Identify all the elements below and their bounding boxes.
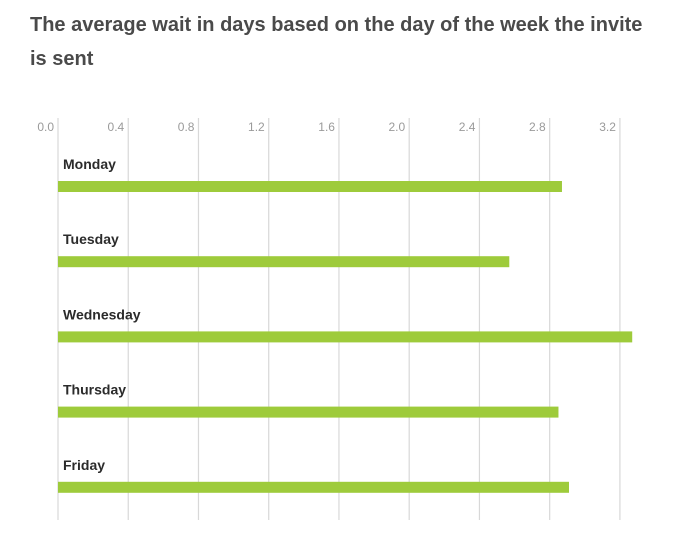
x-tick-label: 0.0 — [37, 120, 54, 134]
x-tick-label: 0.8 — [178, 120, 195, 134]
bar — [58, 256, 510, 268]
x-tick-label: 1.2 — [248, 120, 265, 134]
x-tick-label: 2.4 — [459, 120, 476, 134]
category-label: Thursday — [63, 382, 126, 398]
x-tick-label: 2.0 — [389, 120, 406, 134]
x-tick-label: 2.8 — [529, 120, 546, 134]
x-axis-tick-labels: 0.0 0.4 0.8 1.2 1.6 2.0 2.4 2.8 3.2 — [37, 120, 616, 134]
bar — [58, 331, 633, 343]
bar — [58, 481, 569, 493]
category-labels: Monday Tuesday Wednesday Thursday Friday — [63, 156, 141, 473]
category-label: Monday — [63, 156, 116, 172]
x-tick-label: 0.4 — [108, 120, 125, 134]
bar — [58, 181, 562, 192]
chart-title: The average wait in days based on the da… — [30, 14, 643, 70]
category-label: Wednesday — [63, 306, 141, 322]
bars — [58, 181, 633, 493]
x-tick-label: 1.6 — [318, 120, 335, 134]
bar — [58, 406, 559, 418]
gridlines — [57, 118, 621, 520]
category-label: Friday — [63, 457, 105, 473]
x-tick-label: 3.2 — [599, 120, 616, 134]
category-label: Tuesday — [63, 231, 119, 247]
